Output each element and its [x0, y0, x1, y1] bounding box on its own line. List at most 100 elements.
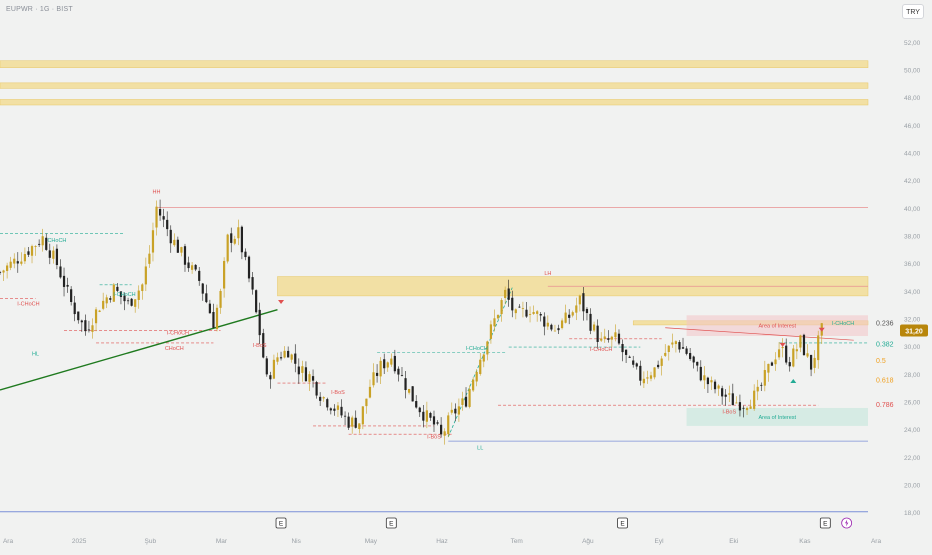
- candle-body: [94, 309, 98, 324]
- candle-body: [802, 334, 806, 356]
- candle-body: [294, 353, 297, 364]
- candle-body: [329, 408, 332, 411]
- candle-body: [123, 295, 126, 302]
- currency-button[interactable]: TRY: [902, 4, 924, 19]
- candle-body: [308, 374, 311, 382]
- candle-body: [23, 254, 27, 262]
- candle-body: [119, 291, 123, 297]
- candle-body: [817, 335, 820, 361]
- earnings-event-icon[interactable]: [275, 517, 287, 529]
- candle-body: [287, 350, 290, 358]
- zone-rect: [0, 60, 869, 68]
- candle-body: [521, 308, 525, 309]
- candle-body: [486, 341, 489, 355]
- structure-label: I-CHoCH: [832, 321, 854, 327]
- structure-label: I-CHoCH: [17, 302, 39, 308]
- candle-body: [183, 246, 187, 265]
- fib-level-label: 0.5: [876, 358, 886, 365]
- candle-body: [386, 362, 389, 368]
- candle-body: [354, 417, 357, 428]
- candle-body: [472, 379, 475, 391]
- candle-body: [272, 359, 276, 379]
- candle-body: [756, 386, 759, 392]
- candle-body: [600, 338, 603, 341]
- candle-body: [290, 354, 293, 360]
- candle-body: [479, 359, 482, 374]
- candle-body: [721, 388, 724, 397]
- candle-body: [322, 397, 325, 399]
- candle-body: [137, 290, 140, 300]
- candle-body: [244, 251, 247, 258]
- earnings-event-icon[interactable]: [617, 517, 628, 529]
- candle-body: [112, 284, 115, 302]
- candle-body: [148, 253, 151, 264]
- trendline: [0, 309, 278, 391]
- candle-body: [105, 297, 108, 304]
- candle-body: [269, 375, 272, 380]
- fib-level-label: 0.382: [876, 341, 894, 348]
- candle-body: [731, 393, 734, 406]
- candle-body: [176, 239, 179, 253]
- earnings-event-icon[interactable]: [385, 517, 397, 529]
- structure-label: LL: [477, 445, 483, 451]
- candle-body: [514, 309, 517, 314]
- candle-body: [340, 406, 343, 416]
- candle-body: [233, 238, 236, 244]
- symbol-title: EUPWR · 1G · BIST: [6, 6, 73, 13]
- zone-label: Area of Interest: [758, 415, 796, 421]
- candle-body: [351, 417, 354, 427]
- candle-body: [230, 233, 233, 243]
- candle-body: [379, 360, 382, 377]
- x-tick-label: Şub: [145, 538, 157, 545]
- candle-body: [553, 330, 557, 332]
- candle-body: [372, 372, 375, 386]
- candle-body: [440, 424, 443, 435]
- candle-body: [205, 293, 208, 303]
- x-tick-label: Eki: [729, 538, 738, 545]
- last-price-label: 31,20: [905, 328, 923, 335]
- candle-body: [564, 312, 567, 323]
- candle-body: [528, 314, 532, 315]
- candle-body: [276, 357, 279, 362]
- candle-body: [87, 329, 91, 331]
- candle-body: [400, 375, 404, 376]
- candle-body: [568, 314, 571, 318]
- candle-body: [489, 324, 493, 339]
- candle-body: [311, 376, 315, 381]
- fib-level-label: 0.786: [876, 402, 894, 409]
- structure-label: I-CHoCH: [167, 331, 189, 337]
- candle-body: [116, 286, 119, 291]
- candle-body: [582, 293, 585, 312]
- sell-marker-icon: [779, 342, 786, 347]
- candle-body: [447, 415, 450, 435]
- candle-body: [806, 353, 809, 357]
- y-tick-label: 44,00: [904, 150, 921, 157]
- candle-body: [461, 398, 464, 405]
- candle-body: [226, 234, 229, 262]
- candle-body: [16, 261, 19, 264]
- earnings-event-icon[interactable]: [819, 517, 831, 529]
- candle-body: [265, 358, 268, 375]
- candle-body: [703, 375, 706, 381]
- x-tick-label: Mar: [216, 538, 228, 545]
- candle-body: [368, 386, 372, 398]
- candle-body: [792, 348, 795, 367]
- candle-body: [657, 364, 660, 368]
- candle-body: [422, 411, 425, 421]
- y-tick-label: 38,00: [904, 233, 921, 240]
- candle-body: [358, 423, 361, 430]
- zone-rect: [0, 82, 869, 89]
- candle-body: [223, 260, 226, 289]
- candle-body: [788, 362, 791, 367]
- candle-body: [813, 357, 816, 368]
- structure-label: I-CHoCH: [466, 346, 488, 352]
- candle-body: [432, 416, 436, 425]
- candle-body: [55, 248, 59, 266]
- candle-body: [649, 375, 653, 379]
- candle-body: [73, 302, 76, 315]
- candle-body: [255, 290, 258, 313]
- candle-body: [575, 305, 578, 313]
- structure-label: I-BoS: [427, 434, 441, 440]
